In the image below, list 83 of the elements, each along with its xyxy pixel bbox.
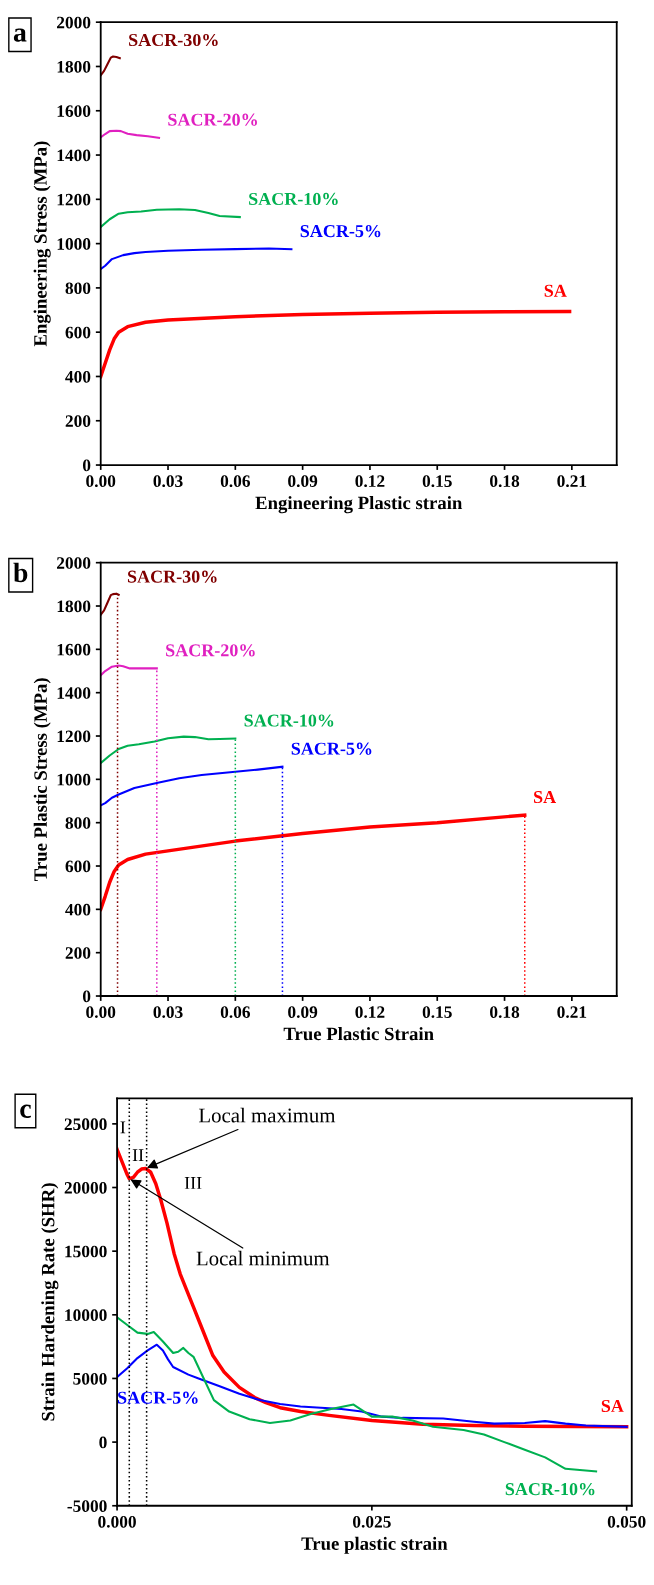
series-label: SACR-30% <box>127 570 217 583</box>
y-tick-label: 2000 <box>57 557 91 569</box>
x-tick-label: 0.18 <box>490 1006 520 1019</box>
series-label: SACR-5% <box>118 1391 198 1404</box>
y-tick-label: 1600 <box>57 105 91 117</box>
x-tick-label: 0.18 <box>490 475 520 488</box>
y-tick-label: 800 <box>65 282 91 295</box>
y-tick-label: 200 <box>65 947 91 959</box>
x-tick-label: 0.025 <box>353 1515 391 1528</box>
y-tick-label: 20000 <box>64 1181 107 1194</box>
annotation: II <box>132 1149 144 1162</box>
line-series <box>100 208 241 229</box>
x-tick-label: 0.03 <box>153 1006 183 1019</box>
series-label: SACR-30% <box>129 33 218 47</box>
x-tick-label: 0.09 <box>288 475 318 488</box>
series-label: SA <box>544 284 567 297</box>
y-tick-label: 200 <box>65 415 91 427</box>
x-tick-label: 0.12 <box>355 1006 385 1019</box>
annotation: Local maximum <box>198 1107 336 1123</box>
x-tick-label: 0.000 <box>98 1515 136 1528</box>
y-tick-label: 1800 <box>57 600 91 613</box>
line-series <box>100 309 572 379</box>
line-series <box>100 55 121 77</box>
annotation: III <box>184 1177 202 1189</box>
y-tick-label: -5000 <box>67 1500 107 1512</box>
line-series <box>117 1316 598 1473</box>
text: a <box>13 28 27 42</box>
series-label: SACR-10% <box>505 1483 595 1496</box>
y-tick-label: 1600 <box>57 643 91 656</box>
x-tick-label: 0.050 <box>607 1515 646 1528</box>
y-tick-label: 1000 <box>57 773 91 786</box>
series-label: SA <box>534 790 557 804</box>
x-tick-label: 0.00 <box>86 1006 116 1019</box>
y-axis-title: True Plastic Stress (MPa) <box>33 678 51 882</box>
y-tick-label: 0 <box>82 990 91 1003</box>
annotation: Local minimum <box>196 1250 330 1266</box>
line-series <box>117 1147 629 1429</box>
y-tick-label: 2000 <box>57 16 91 29</box>
x-tick-label: 0.03 <box>153 475 183 488</box>
y-tick-label: 600 <box>65 326 91 339</box>
y-tick-label: 0 <box>99 1436 107 1449</box>
y-tick-label: 800 <box>65 817 91 829</box>
x-axis-title: True Plastic Strain <box>283 1027 434 1041</box>
y-tick-label: 400 <box>65 903 91 916</box>
series-label: SACR-20% <box>168 113 257 126</box>
y-tick-label: 1800 <box>57 60 91 73</box>
x-tick-label: 0.00 <box>86 475 116 488</box>
y-tick-label: 400 <box>65 370 91 383</box>
series-label: SACR-20% <box>166 644 255 657</box>
line-series <box>100 247 293 271</box>
x-tick-label: 0.06 <box>220 475 251 488</box>
y-tick-label: 10000 <box>65 1309 107 1321</box>
x-tick-label: 0.21 <box>557 1006 587 1019</box>
x-axis-title: True plastic strain <box>301 1536 448 1554</box>
text: c <box>20 1104 31 1118</box>
y-tick-label: 25000 <box>64 1118 107 1131</box>
y-tick-label: 1400 <box>57 149 91 162</box>
x-tick-label: 0.06 <box>220 1006 251 1019</box>
x-axis-title: Engineering Plastic strain <box>255 496 463 514</box>
y-axis-title: Strain Hardening Rate (SHR) <box>41 1183 59 1421</box>
series-label: SA <box>601 1399 624 1413</box>
y-axis-title: Engineering Stress (MPa) <box>33 141 51 347</box>
y-tick-label: 1200 <box>57 193 91 206</box>
line-series <box>100 129 161 139</box>
y-tick-label: 1200 <box>57 730 91 743</box>
x-tick-label: 0.12 <box>355 475 385 488</box>
series-label: SACR-5% <box>300 224 381 238</box>
y-tick-label: 1000 <box>57 238 91 250</box>
annotation: I <box>120 1121 126 1134</box>
x-tick-label: 0.09 <box>288 1006 318 1019</box>
x-tick-label: 0.15 <box>422 1006 452 1019</box>
x-tick-label: 0.15 <box>422 475 452 488</box>
y-tick-label: 5000 <box>73 1372 107 1385</box>
y-tick-label: 1400 <box>57 687 91 699</box>
line-series <box>117 1343 628 1428</box>
text: b <box>13 562 28 583</box>
series-label: SACR-10% <box>244 714 334 727</box>
y-tick-label: 0 <box>82 459 91 472</box>
y-tick-label: 600 <box>65 860 91 873</box>
y-tick-label: 15000 <box>65 1245 107 1258</box>
series-label: SACR-10% <box>249 192 338 206</box>
x-tick-label: 0.21 <box>557 475 587 488</box>
series-label: SACR-5% <box>291 742 372 755</box>
